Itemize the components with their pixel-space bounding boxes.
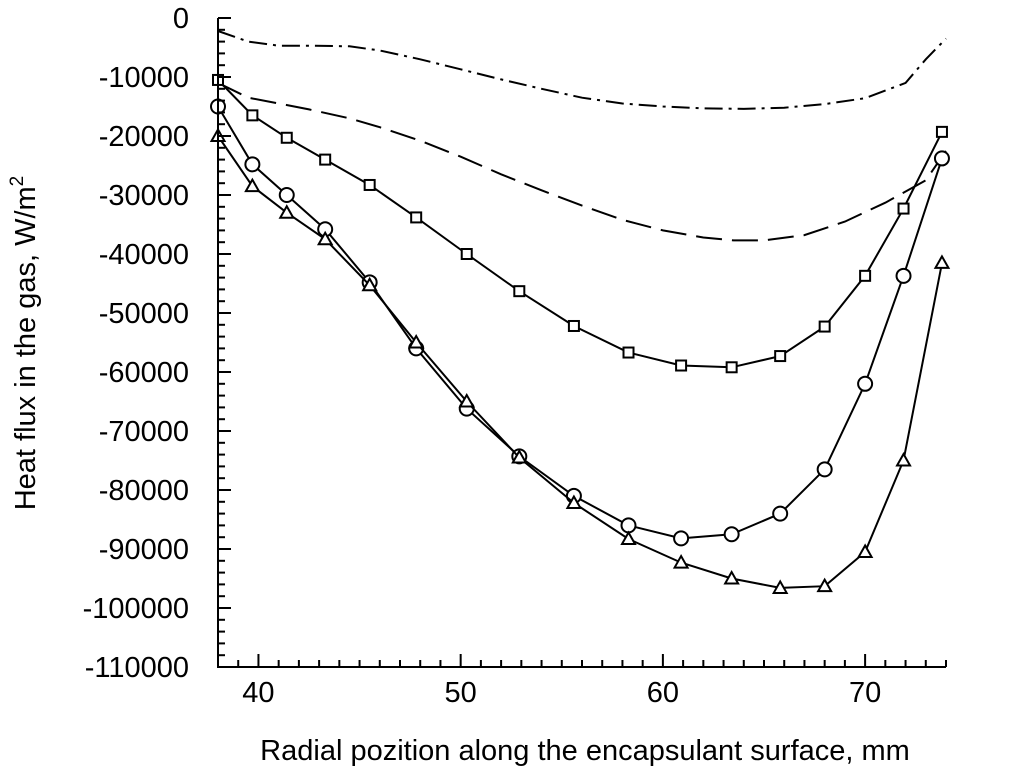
triangle-marker bbox=[895, 451, 912, 467]
square-marker bbox=[859, 269, 872, 282]
y-tick-label: -110000 bbox=[85, 652, 189, 684]
y-axis-title-superscript: 2 bbox=[7, 176, 28, 187]
triangle-marker bbox=[244, 177, 261, 193]
square-marker bbox=[246, 109, 259, 122]
series-circle bbox=[210, 98, 950, 547]
y-tick-label: -80000 bbox=[99, 475, 189, 507]
square-marker bbox=[410, 211, 423, 224]
triangle-marker bbox=[278, 204, 295, 219]
square-marker bbox=[567, 319, 580, 332]
series-dashed bbox=[217, 82, 947, 242]
y-axis-title: Heat flux in the gas, W/m2 bbox=[7, 176, 42, 511]
circle-marker bbox=[620, 517, 637, 534]
triangle-marker bbox=[458, 392, 475, 408]
x-tick-label: 50 bbox=[445, 677, 477, 709]
triangle-marker bbox=[511, 449, 528, 464]
x-axis-title: Radial pozition along the encapsulant su… bbox=[260, 735, 910, 767]
x-tick-label: 60 bbox=[647, 677, 679, 709]
triangle-marker bbox=[933, 254, 951, 269]
series-line bbox=[217, 105, 943, 540]
square-marker bbox=[675, 359, 688, 372]
y-axis-ticks: 0 -10000 -20000 -30000 -40000 -50000 -60000 -70… bbox=[83, 3, 231, 684]
triangle-marker bbox=[361, 276, 378, 292]
square-marker bbox=[319, 153, 332, 166]
triangle-marker bbox=[620, 530, 637, 545]
triangle-marker bbox=[565, 494, 583, 509]
square-marker bbox=[725, 361, 738, 374]
circle-marker bbox=[772, 505, 789, 522]
y-tick-label: -50000 bbox=[99, 298, 189, 330]
triangle-marker bbox=[316, 230, 334, 246]
triangle-marker bbox=[407, 333, 425, 349]
y-tick-label: 0 bbox=[173, 3, 189, 35]
square-marker bbox=[774, 350, 787, 363]
triangle-marker bbox=[723, 569, 740, 585]
y-tick-label: -20000 bbox=[99, 121, 189, 153]
circle-marker bbox=[673, 530, 690, 547]
square-marker bbox=[513, 285, 526, 298]
series-triangle bbox=[209, 127, 951, 594]
axis-lines bbox=[217, 18, 946, 668]
y-tick-label: -90000 bbox=[99, 534, 189, 566]
square-marker bbox=[897, 202, 910, 215]
series-dash-dot bbox=[217, 30, 947, 110]
y-tick-label: -40000 bbox=[99, 239, 189, 271]
y-tick-label: -30000 bbox=[99, 180, 189, 212]
triangle-marker bbox=[856, 543, 874, 558]
x-tick-label: 70 bbox=[849, 677, 881, 709]
square-marker bbox=[363, 178, 376, 191]
y-tick-label: -60000 bbox=[99, 357, 189, 389]
y-tick-label: -10000 bbox=[99, 62, 189, 94]
square-marker bbox=[935, 125, 948, 138]
y-tick-label: -70000 bbox=[99, 416, 189, 448]
square-marker bbox=[280, 131, 293, 144]
series-line bbox=[217, 82, 947, 242]
x-tick-label: 40 bbox=[242, 677, 274, 709]
circle-marker bbox=[933, 150, 950, 167]
circle-marker bbox=[816, 461, 833, 478]
x-axis-ticks: 40 50 60 70 bbox=[217, 654, 947, 709]
circle-marker bbox=[857, 375, 874, 392]
series-line bbox=[217, 30, 947, 110]
triangle-marker bbox=[771, 579, 789, 594]
square-marker bbox=[460, 248, 473, 260]
square-marker bbox=[622, 346, 635, 359]
y-tick-label: -100000 bbox=[83, 593, 189, 625]
series-square bbox=[212, 73, 948, 374]
y-axis-title-base: Heat flux in the gas, W/m bbox=[10, 186, 42, 510]
triangle-marker bbox=[672, 554, 690, 569]
circle-marker bbox=[278, 187, 295, 203]
circle-marker bbox=[895, 267, 912, 284]
series-layer bbox=[209, 30, 951, 594]
square-marker bbox=[818, 320, 831, 333]
circle-marker bbox=[244, 156, 261, 173]
circle-marker bbox=[723, 526, 740, 543]
triangle-marker bbox=[816, 577, 833, 593]
plot-area: 40 50 60 70 0 -10000 -20000 -30000 -40000 -50000… bbox=[83, 3, 951, 709]
